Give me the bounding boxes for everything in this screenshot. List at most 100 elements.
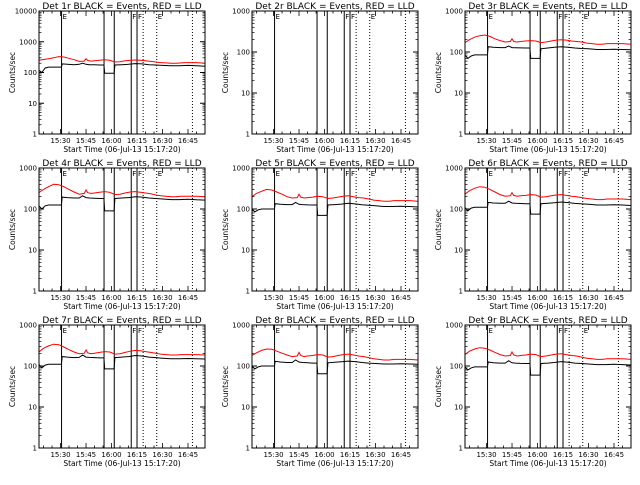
y-tick-label: 1 (246, 131, 250, 139)
x-tick-label: 15:45 (502, 451, 522, 459)
x-tick-label: 16:30 (578, 294, 598, 302)
marker-label: E (276, 327, 280, 335)
y-tick-label: 10 (454, 247, 463, 255)
x-tick-label: 16:00 (101, 451, 121, 459)
x-tick-label: 16:15 (340, 451, 360, 459)
y-tick-label: 1000 (19, 165, 37, 173)
y-tick-label: 10 (241, 247, 250, 255)
marker-label: E (276, 13, 280, 21)
x-tick-label: 15:45 (76, 294, 96, 302)
series-lld-line (465, 34, 631, 45)
series-events-line (252, 359, 418, 375)
x-tick-label: 15:30 (50, 451, 70, 459)
y-tick-label: 10 (241, 90, 250, 98)
y-tick-label: 100 (450, 206, 463, 214)
x-tick-label: 16:00 (527, 451, 547, 459)
y-tick-label: 10 (28, 100, 37, 108)
plot-frame (251, 324, 419, 449)
marker-label: E (63, 13, 67, 21)
y-tick-label: 100 (237, 49, 250, 57)
x-tick-label: 16:00 (527, 137, 547, 145)
panel-title: Det 1r BLACK = Events, RED = LLD (42, 2, 201, 12)
x-tick-label: 15:45 (76, 137, 96, 145)
y-axis-label: Counts/sec (8, 52, 17, 93)
x-tick-label: 15:30 (476, 451, 496, 459)
x-tick-label: 16:15 (553, 451, 573, 459)
marker-label: F (345, 170, 349, 178)
series-events-line (465, 360, 631, 376)
x-tick-label: 16:30 (365, 137, 385, 145)
marker-label: E (158, 13, 162, 21)
marker-label: F (132, 170, 136, 178)
marker-label: F (558, 13, 562, 21)
x-tick-label: 16:15 (553, 137, 573, 145)
x-tick-label: 15:30 (476, 137, 496, 145)
marker-label: E (584, 170, 588, 178)
y-axis-label: Counts/sec (434, 209, 443, 250)
y-axis-label: Counts/sec (434, 366, 443, 407)
series-events-line (39, 354, 205, 370)
y-tick-label: 1000 (445, 322, 463, 330)
x-tick-label: 16:00 (314, 451, 334, 459)
marker-label: F (351, 13, 355, 21)
series-lld-line (465, 186, 631, 201)
y-tick-label: 1000 (19, 322, 37, 330)
plot-frame (38, 167, 206, 292)
x-tick-label: 16:45 (391, 294, 411, 302)
y-tick-label: 10 (241, 404, 250, 412)
panel-title: Det 4r BLACK = Events, RED = LLD (42, 159, 201, 169)
x-tick-label: 16:15 (127, 137, 147, 145)
marker-label: E (489, 327, 493, 335)
marker-label: F (345, 13, 349, 21)
y-axis-label: Counts/sec (221, 366, 230, 407)
y-tick-label: 1 (459, 288, 463, 296)
marker-label: F (138, 13, 142, 21)
x-axis-label: Start Time (06-Jul-13 15:17:20) (63, 459, 180, 468)
y-tick-label: 1 (246, 288, 250, 296)
x-tick-label: 16:30 (365, 451, 385, 459)
marker-label: F (351, 327, 355, 335)
y-tick-label: 1 (246, 445, 250, 453)
x-axis-label: Start Time (06-Jul-13 15:17:20) (489, 459, 606, 468)
marker-label: E (63, 327, 67, 335)
x-tick-label: 15:30 (263, 137, 283, 145)
x-tick-label: 16:45 (391, 451, 411, 459)
marker-label: E (371, 13, 375, 21)
y-tick-label: 10 (28, 404, 37, 412)
marker-label: E (489, 13, 493, 21)
marker-label: F (564, 13, 568, 21)
panel-title: Det 7r BLACK = Events, RED = LLD (42, 316, 201, 326)
x-tick-label: 16:15 (553, 294, 573, 302)
y-tick-label: 100 (237, 206, 250, 214)
x-tick-label: 16:30 (365, 294, 385, 302)
marker-label: F (564, 170, 568, 178)
y-tick-label: 100 (237, 363, 250, 371)
panel-title: Det 5r BLACK = Events, RED = LLD (255, 159, 414, 169)
y-tick-label: 1 (33, 131, 37, 139)
marker-label: E (489, 170, 493, 178)
x-tick-label: 16:30 (152, 451, 172, 459)
y-axis-label: Counts/sec (434, 52, 443, 93)
x-tick-label: 16:00 (101, 294, 121, 302)
y-tick-label: 1000 (445, 8, 463, 16)
y-axis-label: Counts/sec (221, 52, 230, 93)
y-tick-label: 100 (24, 206, 37, 214)
y-tick-label: 1000 (232, 322, 250, 330)
y-tick-label: 1000 (232, 165, 250, 173)
marker-label: F (558, 327, 562, 335)
x-tick-label: 15:45 (76, 451, 96, 459)
series-lld-line (39, 183, 205, 198)
x-tick-label: 15:30 (263, 294, 283, 302)
marker-label: E (63, 170, 67, 178)
x-tick-label: 16:00 (101, 137, 121, 145)
y-axis-label: Counts/sec (8, 209, 17, 250)
marker-label: F (558, 170, 562, 178)
y-tick-label: 1000 (19, 38, 37, 46)
x-tick-label: 16:45 (178, 451, 198, 459)
plot-frame (251, 10, 419, 135)
